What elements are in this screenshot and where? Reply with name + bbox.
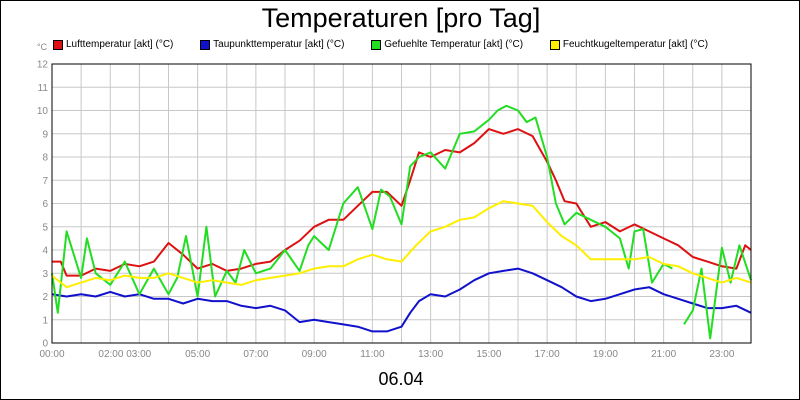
series-layer [51, 104, 752, 340]
x-tick-label: 02:00 03:00 [98, 349, 151, 360]
y-tick-label: 0 [42, 339, 48, 350]
x-tick-label: 00:00 [39, 349, 64, 360]
series-line-3 [683, 244, 752, 340]
x-tick-label: 17:00 [535, 349, 560, 360]
y-tick-label: 10 [37, 106, 49, 117]
series-line-4 [51, 200, 752, 289]
y-tick-label: 8 [42, 153, 48, 164]
legend: Lufttemperatur [akt] (°C) Taupunkttemper… [53, 39, 732, 53]
series-line-1 [51, 267, 752, 333]
y-tick-label: 3 [42, 269, 48, 280]
legend-label-felt-temp: Gefuehlte Temperatur [akt] (°C) [384, 39, 524, 50]
legend-label-air-temp: Lufttemperatur [akt] (°C) [66, 39, 174, 50]
y-tick-label: 9 [42, 129, 48, 140]
x-tick-label: 23:00 [709, 349, 734, 360]
legend-swatch-felt-temp [371, 39, 382, 50]
legend-label-wet-bulb: Feuchtkugeltemperatur [akt] (°C) [562, 39, 709, 50]
x-tick-label: 21:00 [651, 349, 676, 360]
y-unit-label: °C [37, 42, 48, 52]
chart-title: Temperaturen [pro Tag] [261, 3, 541, 33]
x-tick-label: 19:00 [593, 349, 618, 360]
y-tick-label: 2 [42, 292, 48, 303]
y-tick-label: 4 [42, 246, 48, 257]
series-line-0 [52, 128, 752, 277]
x-tick-label: 15:00 [476, 349, 501, 360]
x-tick-label: 13:00 [418, 349, 443, 360]
x-tick-label: 09:00 [302, 349, 327, 360]
x-tick-label: 11:00 [360, 349, 385, 360]
legend-swatch-air-temp [53, 39, 63, 50]
legend-label-dew-point: Taupunkttemperatur [akt] (°C) [213, 39, 345, 50]
y-tick-label: 12 [37, 60, 49, 71]
legend-item-wet-bulb: Feuchtkugeltemperatur [akt] (°C) [549, 39, 709, 50]
legend-item-dew-point: Taupunkttemperatur [akt] (°C) [200, 39, 344, 50]
legend-swatch-wet-bulb [549, 39, 560, 50]
legend-item-air-temp: Lufttemperatur [akt] (°C) [53, 39, 173, 50]
date-label: 06.04 [378, 369, 424, 389]
x-tick-label: 05:00 [185, 349, 210, 360]
y-tick-label: 1 [42, 315, 48, 326]
y-tick-label: 5 [42, 222, 48, 233]
legend-swatch-dew-point [200, 39, 211, 50]
y-tick-label: 6 [42, 199, 48, 210]
y-tick-label: 11 [38, 83, 49, 94]
legend-item-felt-temp: Gefuehlte Temperatur [akt] (°C) [371, 39, 523, 50]
plot-border [51, 63, 752, 344]
grid-layer [52, 63, 751, 344]
y-tick-label: 7 [42, 176, 48, 187]
x-tick-label: 07:00 [243, 349, 268, 360]
